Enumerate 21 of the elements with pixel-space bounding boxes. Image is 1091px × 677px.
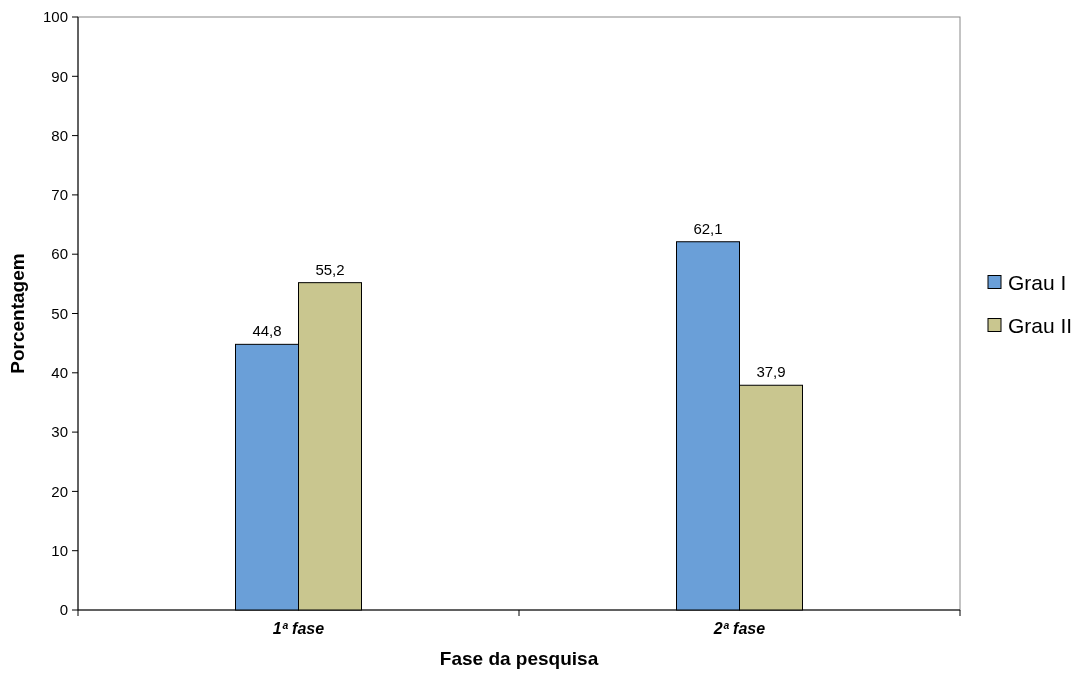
x-tick-label: 1ª fase [272,620,325,637]
y-tick-label: 20 [51,482,68,500]
y-axis-title: Porcentagem [7,253,28,374]
data-label: 44,8 [252,322,282,340]
y-tick-label: 50 [51,304,68,322]
y-tick-label: 10 [51,541,68,559]
y-tick-label: 70 [51,186,68,204]
x-tick-label: 2ª fase [712,620,766,637]
x-axis-title: Fase da pesquisa [439,648,599,669]
y-tick-label: 60 [51,245,68,263]
legend-label: Grau I [1008,270,1067,294]
y-tick-label: 30 [51,423,68,441]
y-tick-label: 40 [51,364,68,382]
y-tick-label: 80 [51,126,68,144]
legend-label: Grau II [1008,313,1073,337]
y-tick-label: 0 [59,601,68,619]
y-tick-label: 90 [51,67,68,85]
data-label: 37,9 [756,363,786,381]
data-label: 55,2 [315,260,345,278]
data-label: 62,1 [693,219,723,237]
y-tick-label: 100 [42,8,68,26]
